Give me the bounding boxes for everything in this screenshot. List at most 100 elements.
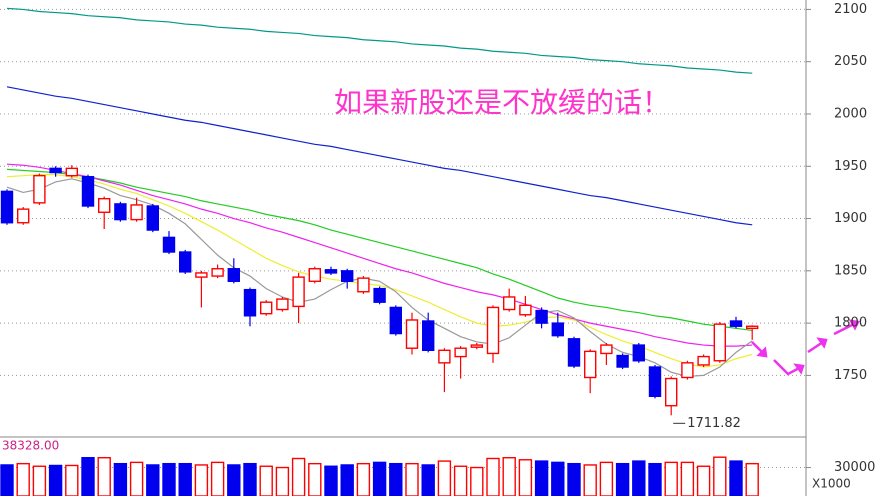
volume-bar bbox=[502, 457, 516, 496]
candle-body bbox=[746, 325, 759, 330]
candle-body bbox=[162, 236, 176, 253]
volume-bar bbox=[162, 462, 176, 496]
candle-body bbox=[729, 320, 743, 327]
volume-bar bbox=[486, 457, 500, 496]
volume-bar bbox=[680, 461, 695, 496]
candle-body bbox=[33, 174, 46, 204]
candle-body bbox=[227, 268, 241, 282]
candle-body bbox=[65, 167, 79, 177]
volume-bar bbox=[437, 460, 452, 496]
ma-line bbox=[6, 86, 753, 226]
annotation: 如果新股还是不放缓的话！ bbox=[334, 86, 670, 119]
volume-bar bbox=[615, 462, 630, 496]
candle-body bbox=[519, 304, 532, 316]
y-tick-label: 1800 bbox=[834, 316, 867, 331]
candle-body bbox=[438, 349, 451, 364]
candle-body bbox=[0, 190, 14, 224]
candle-body bbox=[292, 276, 305, 308]
volume-bar bbox=[664, 461, 678, 496]
candle-body bbox=[357, 277, 370, 293]
volume-bar bbox=[32, 465, 47, 496]
candle-body bbox=[308, 268, 321, 282]
volume-bar bbox=[291, 457, 306, 496]
volume-bar bbox=[146, 464, 160, 496]
volume-bar bbox=[567, 462, 581, 496]
volume-bar bbox=[389, 462, 403, 496]
candle-body bbox=[454, 347, 467, 358]
candle-body bbox=[584, 350, 597, 379]
volume-bar bbox=[534, 460, 549, 496]
volume-bar bbox=[745, 462, 759, 496]
ma-line bbox=[6, 7, 753, 74]
volume-bar bbox=[551, 461, 565, 496]
volume-bar bbox=[405, 462, 419, 496]
y-tick-label: 1850 bbox=[834, 263, 867, 278]
volume-bar bbox=[324, 465, 338, 496]
candle-body bbox=[632, 344, 645, 362]
volume-bar bbox=[113, 462, 128, 496]
volume-bar bbox=[243, 462, 257, 496]
candle-body bbox=[49, 167, 62, 174]
volume-max-label: 38328.00 bbox=[2, 439, 59, 453]
candle-body bbox=[486, 306, 500, 355]
y-tick-label: 1900 bbox=[834, 211, 867, 226]
volume-bar bbox=[648, 462, 662, 496]
candle-body bbox=[535, 309, 548, 324]
candle-body bbox=[713, 323, 726, 362]
candle-body bbox=[178, 251, 192, 273]
y-tick-label: 2050 bbox=[834, 54, 867, 69]
candle-body bbox=[681, 362, 694, 379]
candle-body bbox=[341, 270, 354, 282]
volume-bar bbox=[453, 465, 468, 496]
volume-bar bbox=[65, 464, 79, 496]
candle-body bbox=[665, 377, 678, 407]
volume-bar bbox=[308, 462, 322, 496]
candle-body bbox=[130, 204, 143, 221]
candle-body bbox=[648, 366, 662, 398]
candle-body bbox=[697, 355, 710, 366]
candle-body bbox=[276, 298, 289, 311]
volume-bar bbox=[713, 456, 727, 496]
volume-bar bbox=[518, 459, 533, 496]
volume-bar bbox=[421, 464, 435, 496]
volume-bar bbox=[372, 461, 387, 496]
y-tick-label: 1750 bbox=[834, 368, 867, 383]
volume-bar bbox=[259, 465, 273, 496]
volume-bar bbox=[583, 464, 597, 496]
volume-unit: X1000 bbox=[812, 477, 851, 491]
volume-bar bbox=[194, 464, 209, 496]
candle-body bbox=[114, 203, 127, 221]
candle-body bbox=[616, 354, 629, 368]
volume-bar bbox=[178, 462, 192, 496]
candle-body bbox=[97, 197, 111, 213]
volume-bar bbox=[356, 462, 371, 496]
candle-body bbox=[470, 344, 483, 348]
volume-bar bbox=[696, 465, 711, 496]
volume-bar bbox=[729, 460, 743, 496]
ma-line bbox=[6, 163, 753, 347]
candle-body bbox=[503, 296, 516, 311]
volume-bar bbox=[632, 460, 646, 496]
volume-bar bbox=[470, 466, 484, 496]
forecast-arrows bbox=[751, 319, 860, 376]
candle-body bbox=[405, 319, 419, 349]
y-tick-label: 2100 bbox=[834, 2, 867, 17]
candle-body bbox=[600, 344, 613, 355]
candle-body bbox=[567, 338, 581, 367]
volume-tick-label: 30000 bbox=[834, 460, 875, 475]
volume-bar bbox=[227, 464, 241, 496]
candle-body bbox=[243, 288, 257, 317]
volume-bar bbox=[599, 461, 614, 496]
ma-line bbox=[6, 168, 753, 332]
candle-body bbox=[422, 320, 435, 352]
volume-bar bbox=[0, 464, 14, 496]
low-label: 1711.82 bbox=[687, 416, 741, 431]
volume-bar bbox=[275, 466, 290, 496]
candle-body bbox=[211, 268, 224, 277]
volume-bar bbox=[210, 461, 225, 496]
ma-line bbox=[6, 178, 753, 378]
candle-body bbox=[389, 306, 402, 335]
candle-body bbox=[195, 272, 208, 278]
